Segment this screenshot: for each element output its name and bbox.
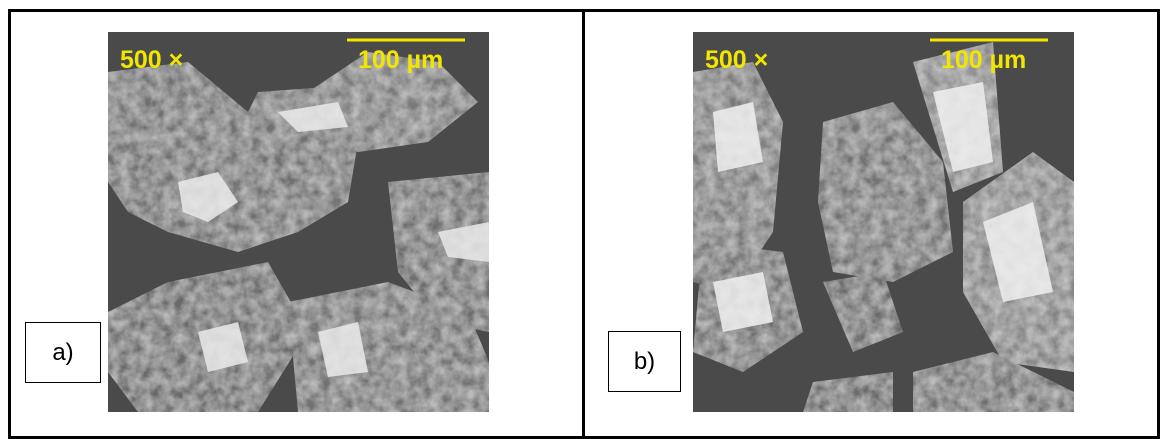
panel-label: a): [25, 322, 101, 383]
sem-image-a: 500 × 100 µm: [108, 32, 489, 412]
scale-bar-label: 100 µm: [358, 46, 443, 74]
panel-label: b): [608, 331, 681, 392]
cell-divider: [582, 9, 585, 439]
page: 500 × 100 µm 500 × 100 µm a) b) (() => {…: [0, 0, 1167, 428]
magnification: 500 ×: [120, 46, 183, 74]
sem-image-b: 500 × 100 µm: [693, 32, 1074, 412]
scale-bar-label: 100 µm: [941, 46, 1026, 74]
magnification: 500 ×: [705, 46, 768, 74]
